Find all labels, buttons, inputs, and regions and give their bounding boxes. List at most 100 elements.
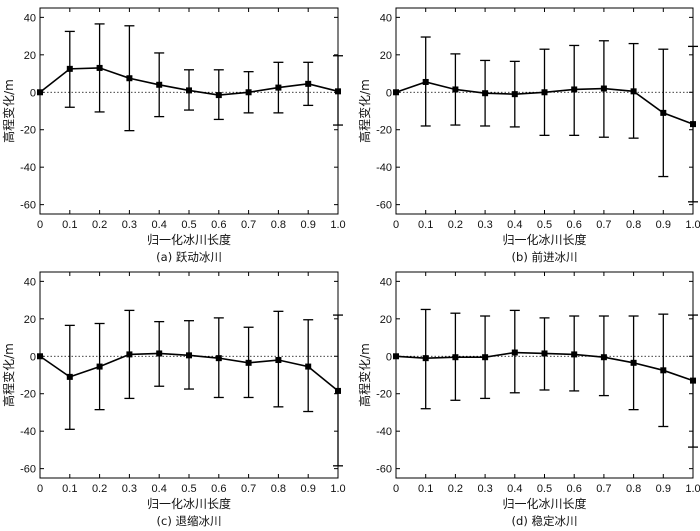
data-point <box>186 87 192 94</box>
data-point <box>335 88 341 95</box>
y-tick-label: 20 <box>380 50 392 62</box>
x-axis-title: 归一化冰川长度 <box>502 232 586 247</box>
y-tick-label: -60 <box>20 464 36 476</box>
data-point <box>305 363 312 370</box>
x-tick-label: 1.0 <box>685 483 700 495</box>
y-tick-label: -40 <box>20 426 36 438</box>
panel-caption: (a) 跃动冰川 <box>156 250 222 264</box>
data-point <box>511 91 518 98</box>
x-tick-label: 0.7 <box>596 219 611 231</box>
y-tick-label: 20 <box>380 314 392 326</box>
x-tick-label: 0.5 <box>181 219 196 231</box>
data-point <box>66 373 73 380</box>
data-point <box>600 354 607 361</box>
y-tick-label: 40 <box>380 12 392 24</box>
data-point <box>393 89 399 96</box>
x-tick-label: 0.6 <box>211 219 226 231</box>
x-tick-label: 0.9 <box>656 219 671 231</box>
x-tick-label: 0 <box>393 483 399 495</box>
y-tick-label: 40 <box>380 276 392 288</box>
x-tick-label: 0.8 <box>271 483 286 495</box>
x-tick-label: 0.6 <box>567 483 582 495</box>
data-point <box>245 359 252 366</box>
x-tick-label: 0.7 <box>241 219 256 231</box>
y-tick-label: -40 <box>20 162 36 174</box>
y-tick-label: -20 <box>20 389 36 401</box>
y-tick-label: 20 <box>24 50 36 62</box>
data-point <box>630 359 637 366</box>
y-tick-label: -40 <box>376 162 392 174</box>
x-tick-label: 0.8 <box>626 483 641 495</box>
data-point <box>571 351 578 358</box>
data-point <box>571 86 578 93</box>
y-tick-label: 0 <box>386 87 392 99</box>
data-point <box>511 349 518 356</box>
data-point <box>126 75 133 82</box>
x-tick-label: 0.7 <box>241 483 256 495</box>
x-tick-label: 0.3 <box>122 483 137 495</box>
x-axis-title: 归一化冰川长度 <box>147 232 231 247</box>
data-point <box>482 90 489 97</box>
y-tick-label: 20 <box>24 314 36 326</box>
y-tick-label: -20 <box>376 389 392 401</box>
data-point <box>541 89 548 96</box>
data-point <box>156 81 163 88</box>
y-tick-label: 0 <box>30 87 36 99</box>
x-tick-label: 0.2 <box>448 483 463 495</box>
x-tick-label: 0.4 <box>152 483 167 495</box>
panel-caption: (c) 退缩冰川 <box>157 514 222 528</box>
x-tick-label: 0.4 <box>507 219 522 231</box>
x-tick-label: 1.0 <box>330 483 345 495</box>
data-point <box>660 367 667 374</box>
y-tick-label: 40 <box>24 12 36 24</box>
data-point <box>541 350 548 357</box>
data-point <box>245 89 252 96</box>
x-tick-label: 0.9 <box>301 219 316 231</box>
x-tick-label: 0.3 <box>122 219 137 231</box>
x-tick-label: 0.6 <box>211 483 226 495</box>
data-point <box>66 65 73 72</box>
data-point <box>452 86 459 93</box>
x-tick-label: 0.8 <box>626 219 641 231</box>
y-tick-label: 0 <box>30 351 36 363</box>
chart-panel-4: 0 0.1 0.2 0.3 0.4 0.5 0.6 0.7 0.8 0.9 1.0 -60 -40 -20… <box>357 271 700 528</box>
data-point <box>275 357 282 364</box>
x-tick-label: 0.3 <box>477 483 492 495</box>
data-point <box>452 354 459 361</box>
x-tick-label: 0.2 <box>92 219 107 231</box>
y-tick-label: 0 <box>386 351 392 363</box>
data-point <box>186 352 192 359</box>
data-point <box>305 80 312 87</box>
data-point <box>126 351 133 358</box>
x-tick-label: 0.1 <box>62 483 77 495</box>
data-point <box>600 85 607 92</box>
x-tick-label: 0.4 <box>507 483 522 495</box>
data-point <box>690 121 696 128</box>
y-tick-label: -60 <box>376 464 392 476</box>
y-tick-label: -20 <box>20 125 36 137</box>
x-axis-title: 归一化冰川长度 <box>502 496 586 511</box>
x-tick-label: 0.9 <box>656 483 671 495</box>
data-point <box>215 92 222 99</box>
data-point <box>422 78 429 85</box>
x-tick-label: 0.5 <box>537 483 552 495</box>
x-tick-label: 0.1 <box>62 219 77 231</box>
x-tick-label: 0.5 <box>537 219 552 231</box>
data-point <box>96 363 103 370</box>
data-point <box>37 89 43 96</box>
x-tick-label: 0.7 <box>596 483 611 495</box>
y-axis-title: 高程变化/m <box>1 343 16 407</box>
chart-panel-1: 0 0.1 0.2 0.3 0.4 0.5 0.6 0.7 0.8 0.9 1.0 -60 -40 -20… <box>1 7 346 264</box>
x-tick-label: 0.1 <box>418 219 433 231</box>
x-tick-label: 0.1 <box>418 483 433 495</box>
x-tick-label: 0 <box>37 483 43 495</box>
data-point <box>37 353 43 360</box>
y-tick-label: -20 <box>376 125 392 137</box>
data-point <box>690 377 696 384</box>
y-tick-label: -60 <box>20 200 36 212</box>
data-point <box>156 350 163 357</box>
data-point <box>660 109 667 116</box>
x-axis-title: 归一化冰川长度 <box>147 496 231 511</box>
data-point <box>275 84 282 91</box>
